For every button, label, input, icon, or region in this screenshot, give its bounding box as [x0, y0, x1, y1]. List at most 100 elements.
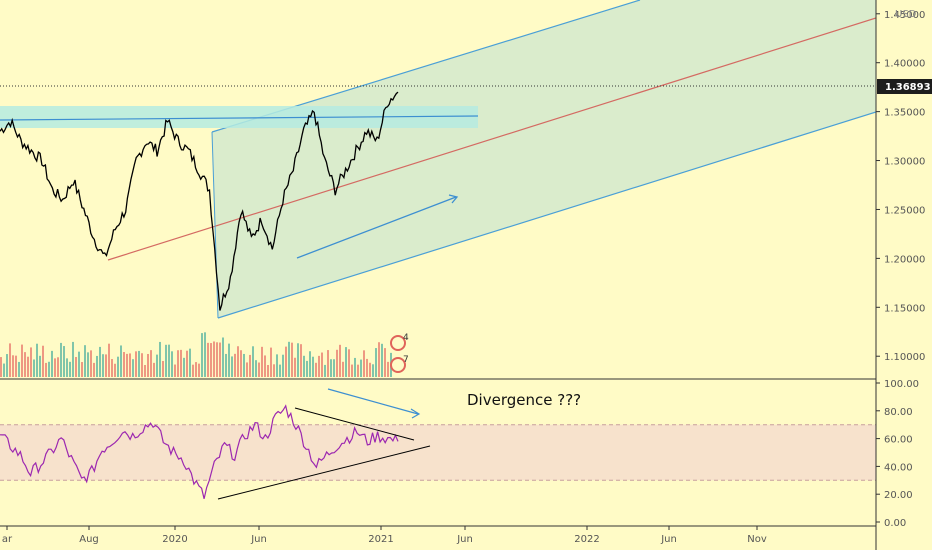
volume-bar	[291, 342, 293, 377]
volume-bar	[249, 354, 251, 377]
volume-bar	[135, 351, 137, 377]
volume-bar	[84, 345, 86, 377]
volume-bar	[78, 351, 80, 377]
price-line	[0, 91, 399, 311]
volume-bar	[138, 350, 140, 377]
volume-bar	[198, 363, 200, 377]
volume-bar	[126, 353, 128, 377]
volume-bar	[384, 348, 386, 377]
volume-bar	[228, 343, 230, 377]
price-axis-ticks: 1.45000 1.40000 1.35000 1.30000 1.25000 1.200…	[876, 10, 925, 363]
oscillator-tick-label: 20.00	[884, 490, 913, 501]
volume-bar	[192, 364, 194, 377]
volume-bar	[381, 343, 383, 377]
volume-bar	[354, 357, 356, 377]
volume-bar	[21, 344, 23, 377]
volume-bar	[48, 361, 50, 377]
volume-bar	[327, 350, 329, 377]
volume-bar	[117, 356, 119, 377]
volume-bar	[273, 364, 275, 377]
price-tick-label: 1.25000	[884, 205, 925, 216]
volume-bar	[264, 355, 266, 377]
volume-bar	[57, 357, 59, 377]
volume-bar	[351, 364, 353, 377]
volume-bar	[81, 362, 83, 377]
volume-bar	[204, 332, 206, 377]
volume-bar	[378, 342, 380, 377]
volume-bar	[324, 364, 326, 377]
volume-bar	[102, 354, 104, 377]
time-axis[interactable]: ar Aug 2020 Jun 2021 Jun 2022 Jun Nov	[2, 526, 767, 545]
volume-bar	[6, 354, 8, 377]
volume-bar	[225, 353, 227, 377]
volume-bar	[54, 358, 56, 377]
volume-bar	[348, 349, 350, 377]
volume-bar	[93, 362, 95, 377]
price-tick-label: 1.45000	[884, 10, 925, 21]
volume-bar	[42, 345, 44, 377]
volume-bar	[363, 350, 365, 377]
volume-bar	[300, 344, 302, 377]
volume-bar	[309, 351, 311, 377]
volume-bar	[357, 364, 359, 377]
price-axis[interactable]	[876, 0, 932, 379]
volume-bar	[387, 361, 389, 377]
channel-left-edge	[211, 131, 219, 319]
volume-bar	[372, 364, 374, 377]
volume-bar	[75, 356, 77, 377]
volume-bar	[108, 343, 110, 377]
volume-bar	[237, 346, 239, 377]
channel-lower-line	[217, 111, 876, 319]
volume-bar	[39, 355, 41, 377]
volume-bar	[207, 342, 209, 377]
volume-bar	[33, 359, 35, 377]
volume-bar	[255, 360, 257, 377]
divergence-arrow	[327, 388, 419, 415]
time-tick-label: 2022	[574, 534, 599, 545]
volume-bar	[147, 353, 149, 377]
divergence-annotation: Divergence ???	[467, 391, 581, 409]
volume-bar	[315, 362, 317, 377]
volume-bar	[51, 350, 53, 377]
volume-bar	[15, 355, 17, 377]
volume-bar	[201, 333, 203, 377]
volume-bar	[345, 347, 347, 377]
time-tick-label: Nov	[747, 534, 767, 545]
volume-bar	[366, 358, 368, 377]
volume-bar	[342, 361, 344, 377]
oscillator-axis-ticks: 100.00 80.00 60.00 40.00 20.00 0.00	[876, 379, 919, 529]
volume-bar	[129, 353, 131, 377]
volume-bar	[36, 343, 38, 377]
volume-bar	[12, 355, 14, 377]
volume-bar	[189, 348, 191, 377]
price-axis-unit: USD	[895, 9, 917, 20]
time-tick-label: Jun	[250, 534, 267, 545]
price-tick-label: 1.30000	[884, 157, 925, 168]
time-tick-label: Jun	[456, 534, 473, 545]
volume-bar	[285, 346, 287, 377]
price-tick-label: 1.15000	[884, 303, 925, 314]
oscillator-tick-label: 100.00	[884, 379, 919, 390]
volume-bar	[360, 359, 362, 377]
volume-bar	[69, 361, 71, 377]
volume-bar	[318, 355, 320, 377]
volume-bar	[153, 362, 155, 377]
volume-bar	[132, 359, 134, 377]
volume-bar	[30, 347, 32, 377]
volume-bar	[288, 341, 290, 377]
volume-bar	[186, 350, 188, 377]
volume-bar	[216, 342, 218, 377]
volume-bar	[105, 354, 107, 377]
volume-bar	[219, 342, 221, 377]
volume-bar	[231, 356, 233, 377]
badge-icon	[390, 357, 406, 373]
volume-bar	[222, 337, 224, 377]
volume-bar	[183, 357, 185, 377]
resistance-line	[0, 115, 479, 121]
volume-bar	[45, 362, 47, 377]
volume-bar	[63, 346, 65, 377]
price-tick-label: 1.10000	[884, 352, 925, 363]
oscillator-tick-label: 80.00	[884, 407, 913, 418]
time-tick-label: ar	[2, 534, 13, 545]
